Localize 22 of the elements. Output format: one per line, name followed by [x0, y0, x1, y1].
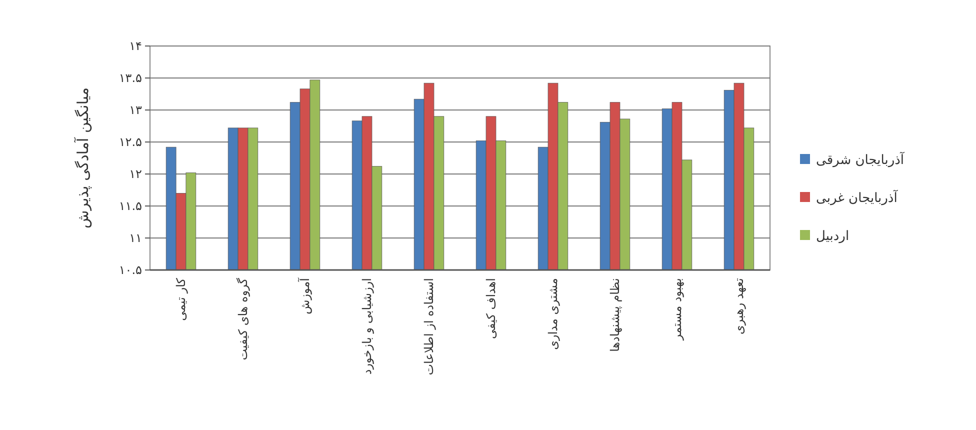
x-tick-label: بهبود مستمر	[670, 278, 684, 342]
legend-label: اردبیل	[816, 229, 850, 244]
legend-label: آذربایجان غربی	[816, 189, 899, 206]
x-tick-label: نظام پیشنهادها	[608, 278, 622, 352]
x-tick-label: آموزش	[297, 277, 312, 314]
x-tick-label: گروه های کیفیت	[236, 278, 250, 360]
y-tick-label: ۱۴	[129, 39, 142, 53]
x-tick-label: ارزشیابی و بازخورد	[360, 278, 374, 375]
y-tick-label: ۱۲.۵	[118, 135, 142, 149]
y-tick-label: ۱۳.۵	[118, 71, 142, 85]
x-tick-label: استفاده از اطلاعات	[422, 278, 436, 376]
y-tick-label: ۱۰.۵	[118, 263, 142, 277]
y-tick-label: ۱۳	[129, 103, 143, 117]
legend-label: آذربایجان شرقی	[816, 151, 906, 168]
y-tick-label: ۱۱.۵	[118, 199, 142, 213]
x-tick-label: اهداف کیفی	[484, 278, 498, 339]
y-tick-label: ۱۲	[129, 167, 142, 181]
y-tick-label: ۱۱	[129, 231, 142, 245]
x-tick-label: کار تیمی	[174, 278, 188, 321]
y-axis-title: میانگین آمادگی پذیرش	[73, 88, 92, 228]
x-tick-label: تعهد رهبری	[732, 278, 746, 335]
x-tick-label: مشتری مداری	[546, 278, 560, 350]
